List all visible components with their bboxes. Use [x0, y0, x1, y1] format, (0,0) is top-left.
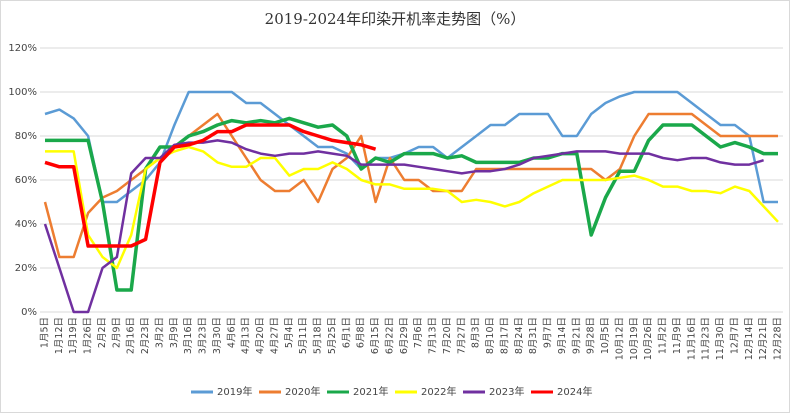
x-tick-label: 9月28日	[586, 317, 597, 354]
series-line	[44, 90, 778, 204]
x-tick-label: 1月19日	[68, 317, 79, 354]
legend-label: 2019年	[217, 385, 252, 398]
x-tick-label: 3月30日	[212, 317, 223, 354]
x-tick-label: 6月8日	[356, 317, 367, 348]
series-line	[43, 139, 764, 314]
y-tick-label: 20%	[15, 263, 37, 274]
x-tick-label: 11月2日	[658, 317, 669, 354]
x-tick-label: 8月17日	[499, 317, 510, 354]
x-tick-label: 2月23日	[140, 317, 151, 354]
x-tick-label: 5月18日	[313, 317, 324, 354]
x-tick-label: 6月22日	[384, 317, 395, 354]
y-tick-label: 60%	[15, 175, 37, 186]
x-tick-label: 2月2日	[97, 317, 108, 348]
x-tick-label: 7月27日	[456, 317, 467, 354]
x-tick-label: 2月9日	[111, 317, 122, 348]
legend-label: 2023年	[489, 385, 524, 398]
x-tick-label: 10月5日	[600, 317, 611, 354]
x-tick-label: 10月26日	[643, 317, 654, 360]
y-tick-label: 0%	[21, 307, 37, 318]
x-tick-label: 6月15日	[370, 317, 381, 354]
x-tick-label: 5月11日	[298, 317, 309, 354]
x-tick-label: 11月9日	[672, 317, 683, 354]
x-tick-label: 6月1日	[341, 317, 352, 348]
x-tick-label: 1月5日	[40, 317, 51, 348]
x-tick-label: 9月21日	[571, 317, 582, 354]
y-tick-label: 120%	[8, 43, 37, 54]
x-tick-label: 12月21日	[758, 317, 769, 360]
x-tick-label: 5月25日	[327, 317, 338, 354]
x-tick-label: 8月3日	[471, 317, 482, 348]
x-tick-label: 3月2日	[154, 317, 165, 348]
legend-label: 2021年	[353, 385, 388, 398]
chart-title: 2019-2024年印染开机率走势图（%）	[265, 10, 526, 28]
x-tick-label: 1月12日	[54, 317, 65, 354]
x-tick-label: 11月16日	[686, 317, 697, 360]
x-tick-label: 8月31日	[528, 317, 539, 354]
series-line	[44, 123, 377, 248]
x-tick-label: 7月20日	[442, 317, 453, 354]
legend-label: 2020年	[285, 385, 320, 398]
x-tick-label: 3月23日	[198, 317, 209, 354]
legend-label: 2022年	[421, 385, 456, 398]
x-tick-label: 1月26日	[83, 317, 94, 354]
x-tick-label: 12月7日	[729, 317, 740, 354]
x-tick-label: 4月13日	[241, 317, 252, 354]
x-tick-label: 11月23日	[701, 317, 712, 360]
x-tick-label: 8月24日	[514, 317, 525, 354]
x-tick-label: 4月27日	[269, 317, 280, 354]
x-tick-label: 9月14日	[557, 317, 568, 354]
x-tick-label: 12月14日	[744, 317, 755, 360]
legend-label: 2024年	[557, 385, 592, 398]
x-tick-label: 3月16日	[183, 317, 194, 354]
y-tick-label: 40%	[15, 219, 37, 230]
series-line	[45, 116, 778, 292]
x-tick-label: 8月10日	[485, 317, 496, 354]
x-tick-label: 3月9日	[169, 317, 180, 348]
y-tick-label: 80%	[15, 131, 37, 142]
x-tick-label: 4月6日	[226, 317, 237, 348]
x-tick-label: 7月13日	[428, 317, 439, 354]
x-tick-label: 2月16日	[126, 317, 137, 354]
x-tick-label: 6月29日	[399, 317, 410, 354]
y-tick-label: 100%	[8, 87, 37, 98]
x-tick-label: 11月30日	[715, 317, 726, 360]
x-tick-label: 9月7日	[543, 317, 554, 348]
x-tick-label: 5月4日	[284, 317, 295, 348]
x-tick-label: 12月28日	[773, 317, 784, 360]
x-tick-label: 10月19日	[629, 317, 640, 360]
x-tick-label: 10月12日	[614, 317, 625, 360]
x-tick-label: 7月6日	[413, 317, 424, 348]
x-tick-label: 4月20日	[255, 317, 266, 354]
